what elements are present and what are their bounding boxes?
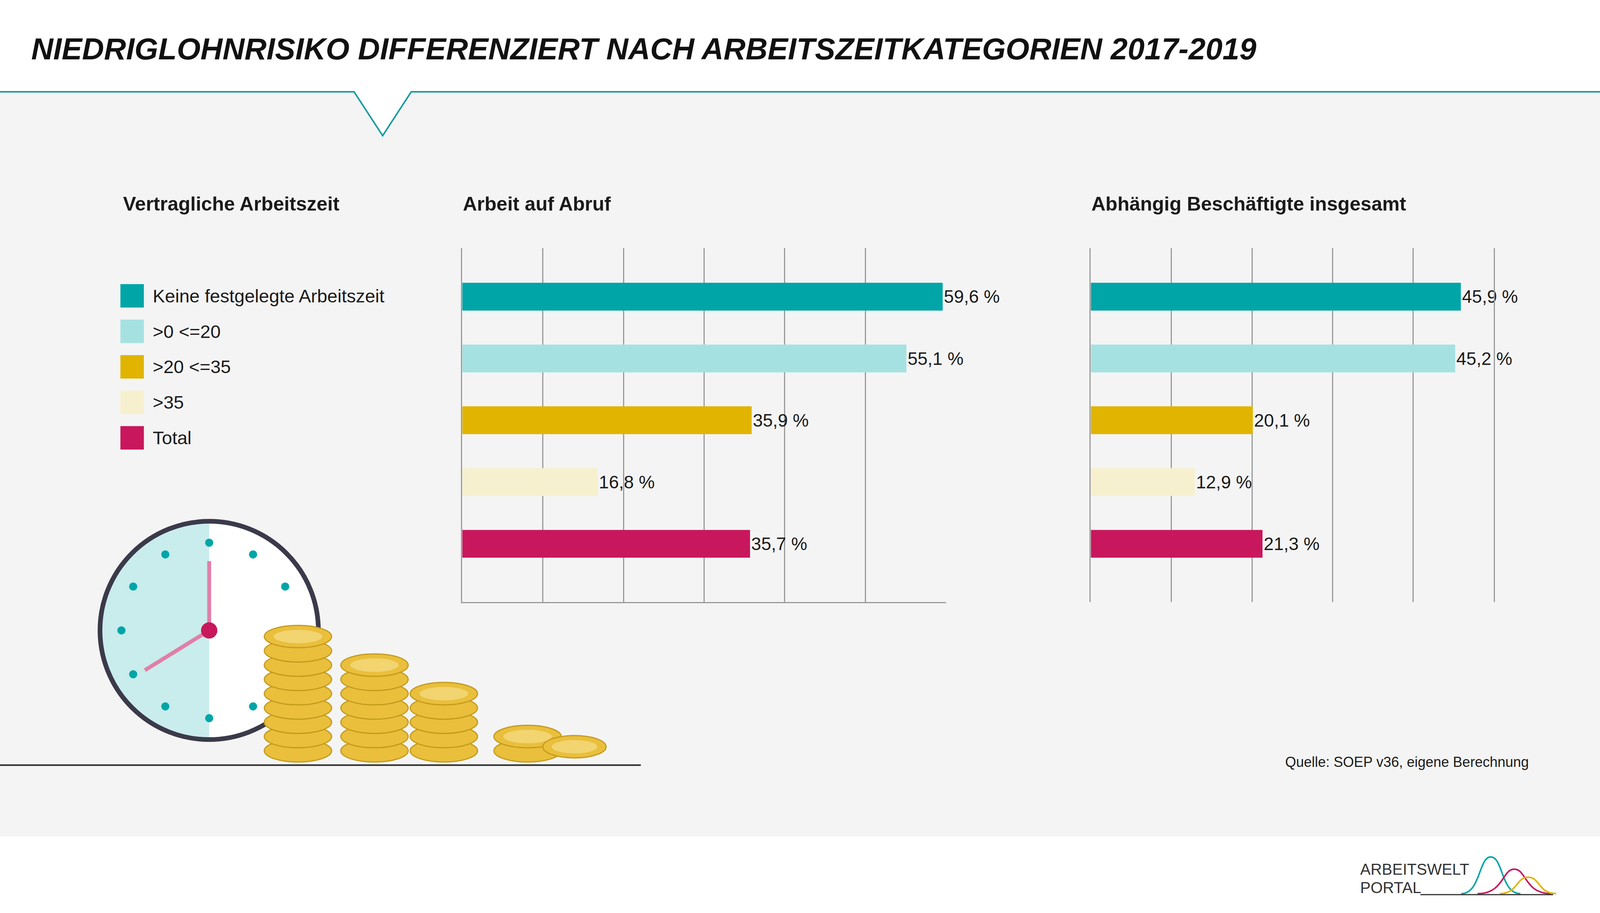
svg-text:PORTAL: PORTAL [1360,878,1422,897]
svg-text:12,9 %: 12,9 % [1196,471,1252,493]
svg-text:>20 <=35: >20 <=35 [152,356,231,377]
svg-text:Total: Total [152,427,192,449]
svg-text:ARBEITSWELT: ARBEITSWELT [1360,860,1470,878]
svg-text:20,1 %: 20,1 % [1253,410,1310,431]
svg-text:NIEDRIGLOHNRISIKO DIFFERENZIER: NIEDRIGLOHNRISIKO DIFFERENZIERT NACH ARB… [31,31,1257,67]
svg-text:55,1 %: 55,1 % [907,348,964,369]
svg-text:21,3 %: 21,3 % [1263,533,1320,554]
svg-text:45,9 %: 45,9 % [1462,286,1518,307]
svg-text:45,2 %: 45,2 % [1456,348,1513,369]
svg-text:Quelle: SOEP v36, eigene Berec: Quelle: SOEP v36, eigene Berechnung [1285,753,1529,770]
svg-text:Abhängig Beschäftigte insgesam: Abhängig Beschäftigte insgesamt [1091,192,1407,215]
svg-text:59,6 %: 59,6 % [943,286,1000,307]
svg-text:>0 <=20: >0 <=20 [152,321,221,342]
svg-text:16,8 %: 16,8 % [598,471,655,493]
svg-text:35,9 %: 35,9 % [752,410,809,431]
svg-text:>35: >35 [152,391,184,413]
svg-text:Vertragliche Arbeitszeit: Vertragliche Arbeitszeit [123,192,340,215]
svg-text:Keine festgelegte Arbeitszeit: Keine festgelegte Arbeitszeit [152,285,385,307]
svg-text:Arbeit auf Abruf: Arbeit auf Abruf [462,192,611,215]
svg-text:35,7 %: 35,7 % [751,533,808,554]
